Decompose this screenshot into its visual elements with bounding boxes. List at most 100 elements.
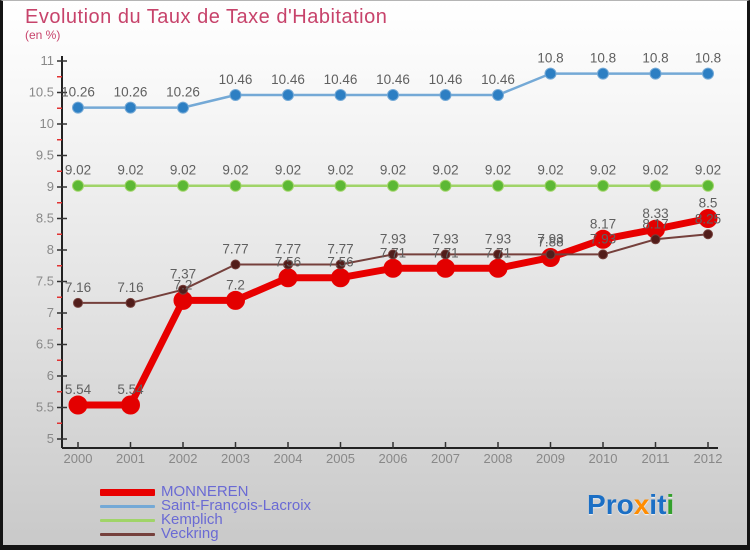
data-point-label: 10.46	[481, 72, 515, 87]
data-point-label: 7.37	[170, 267, 196, 282]
legend-label: Veckring	[161, 525, 219, 542]
data-point-label: 10.46	[219, 72, 253, 87]
data-point	[544, 67, 557, 80]
data-point	[331, 268, 350, 288]
data-point	[229, 89, 242, 102]
data-point-label: 8.33	[642, 206, 668, 221]
data-point-label: 7.77	[275, 241, 301, 256]
data-point	[597, 179, 609, 192]
data-point	[492, 179, 504, 192]
data-point-label: 7.16	[65, 280, 91, 295]
y-tick-label: 8.5	[36, 211, 54, 226]
y-tick-label: 7	[47, 305, 54, 320]
logo-letter: r	[605, 489, 617, 520]
data-point-label: 8.17	[642, 216, 668, 231]
data-point	[388, 249, 398, 260]
logo-letter: o	[616, 489, 634, 520]
data-point-label: 7.56	[327, 255, 353, 270]
data-point-label: 9.02	[485, 163, 511, 178]
data-point-label: 10.26	[114, 85, 148, 100]
data-point	[334, 179, 347, 192]
data-point-label: 9.02	[65, 163, 91, 178]
data-point-label: 9.02	[117, 163, 143, 178]
legend-item-Veckring: Veckring	[100, 525, 311, 542]
data-point-label: 9.02	[642, 163, 668, 178]
y-tick-label: 10	[40, 116, 54, 131]
data-point-label: 7.77	[327, 241, 353, 256]
data-point	[387, 179, 399, 192]
y-tick-label: 5.5	[36, 400, 54, 415]
data-point-label: 5.54	[65, 382, 92, 397]
data-point-label: 9.02	[537, 163, 563, 178]
data-point	[282, 89, 294, 102]
x-tick-label: 2011	[642, 451, 670, 466]
data-point	[703, 229, 713, 240]
data-point	[649, 67, 662, 80]
data-point	[73, 297, 83, 308]
data-point-label: 8.25	[695, 211, 721, 226]
legend-swatch	[100, 504, 155, 508]
data-point-label: 7.93	[590, 231, 616, 246]
data-point	[177, 179, 189, 192]
data-point	[229, 179, 242, 192]
y-tick-label: 6	[47, 368, 54, 383]
data-point	[440, 249, 451, 260]
logo-letter: i	[666, 489, 675, 520]
data-point	[121, 395, 140, 415]
y-tick-label: 9	[47, 179, 54, 194]
data-point	[598, 249, 608, 260]
y-tick-label: 5	[47, 431, 54, 446]
data-point-label: 9.02	[590, 163, 616, 178]
data-point-label: 7.71	[432, 245, 458, 260]
data-point	[124, 179, 137, 192]
data-point	[125, 297, 136, 308]
legend-swatch	[100, 518, 155, 522]
data-point-label: 7.93	[380, 231, 406, 246]
data-point-label: 9.02	[380, 163, 406, 178]
legend-label: Saint-François-Lacroix	[161, 497, 312, 514]
logo-letter: P	[587, 489, 606, 520]
data-point	[178, 284, 188, 295]
x-tick-label: 2001	[116, 451, 145, 466]
x-tick-label: 2000	[64, 451, 93, 466]
data-point	[68, 395, 88, 415]
y-tick-label: 10.5	[29, 85, 54, 100]
data-point-label: 9.02	[222, 163, 248, 178]
x-tick-label: 2006	[379, 451, 408, 466]
data-point	[439, 179, 452, 192]
data-point-label: 10.46	[324, 72, 358, 87]
data-point-label: 10.8	[537, 51, 563, 66]
legend-swatch	[100, 488, 155, 496]
y-tick-label: 7.5	[36, 274, 54, 289]
y-tick-label: 9.5	[36, 148, 54, 163]
data-point	[436, 258, 455, 278]
logo-letter: x	[633, 489, 650, 520]
data-point	[283, 259, 293, 270]
data-point-label: 10.8	[695, 51, 721, 66]
y-tick-label: 11	[41, 53, 55, 68]
legend-label: MONNEREN	[161, 483, 249, 500]
data-point-label: 8.17	[590, 216, 616, 231]
line-chart: 11 10.5 10 9.5 9 8.5 8 7.5 7 6.5 6 5.5 5 2000 2001 2002…	[29, 51, 723, 466]
y-tick-label: 6.5	[36, 337, 54, 352]
x-tick-label: 2010	[589, 451, 618, 466]
data-point-label: 9.02	[695, 163, 721, 178]
x-tick-label: 2008	[484, 451, 513, 466]
data-point-label: 9.02	[170, 163, 196, 178]
x-tick-label: 2002	[169, 451, 198, 466]
data-point-label: 10.46	[376, 72, 410, 87]
data-point-label: 7.56	[275, 255, 301, 270]
data-point	[177, 101, 189, 114]
data-point	[544, 179, 557, 192]
data-point	[545, 249, 556, 260]
legend-item-MONNEREN: MONNEREN	[100, 483, 311, 500]
data-point-label: 10.46	[271, 72, 305, 87]
x-tick-label: 2007	[431, 451, 460, 466]
data-point-label: 7.77	[222, 241, 248, 256]
data-point	[439, 89, 452, 102]
logo-letter: t	[657, 489, 667, 520]
data-point-label: 10.26	[166, 85, 200, 100]
legend-label: Kemplich	[161, 511, 223, 528]
data-point-label: 7.71	[485, 245, 511, 260]
data-point-label: 8.5	[699, 196, 718, 211]
